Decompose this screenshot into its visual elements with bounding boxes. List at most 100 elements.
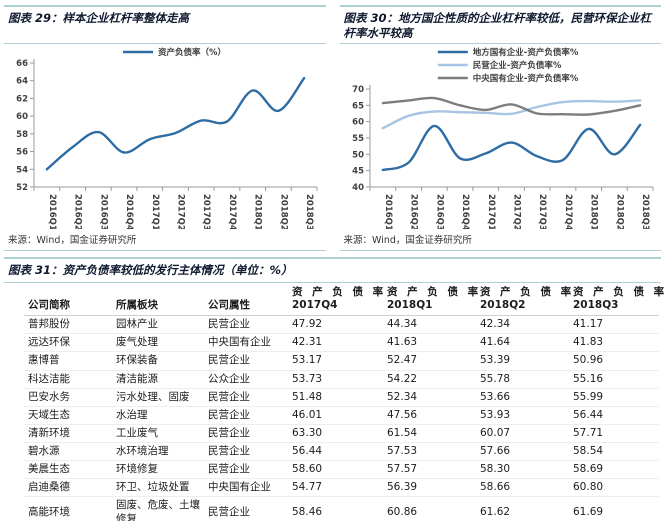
sector: 污水处理、固废 [112, 388, 204, 407]
figure-30-source: 来源：Wind，国金证券研究所 [343, 235, 472, 246]
ratio-2018q2: 53.39 [476, 351, 569, 371]
company-name: 碧水源 [24, 442, 112, 462]
ratio-2018q2: 41.64 [476, 333, 569, 353]
company-attribute: 民营企业 [204, 388, 288, 407]
ratio-2017q4: 47.92 [288, 315, 383, 335]
table-row: 清新环境 工业废气 民营企业 63.30 61.54 60.07 57.71 [24, 424, 659, 444]
figure-29-panel: 图表 29：样本企业杠杆率整体走高 52 54 56 58 60 62 64 66 2016Q1… [4, 5, 326, 251]
issuers-table-wrap: 公司简称 所属板块 公司属性 资 产 负 债 率 2017Q4 资 产 负 债 … [24, 283, 664, 521]
svg-text:2018Q2: 2018Q2 [278, 194, 288, 229]
company-attribute: 中央国有企业 [204, 478, 288, 498]
svg-text:2017Q4: 2017Q4 [227, 194, 237, 229]
sector: 水环境治理 [112, 442, 204, 462]
svg-text:民营企业-资产负债率%: 民营企业-资产负债率% [472, 60, 561, 71]
svg-text:2016Q3: 2016Q3 [434, 194, 444, 229]
figure-29-top-rule [4, 5, 326, 7]
figure-29-title-rule [4, 43, 326, 44]
figure-30-title: 图表 30：地方国企性质的企业杠杆率较低，民营环保企业杠杆率水平较高 [343, 11, 652, 40]
svg-text:2017Q1: 2017Q1 [485, 194, 495, 229]
company-attribute: 民营企业 [204, 406, 288, 425]
figure-30-top-rule [339, 5, 661, 7]
sector: 工业废气 [112, 424, 204, 444]
ratio-2018q3: 58.54 [569, 442, 659, 462]
svg-text:2018Q3: 2018Q3 [304, 194, 314, 229]
svg-text:52: 52 [16, 183, 28, 193]
ownership-leverage-line-chart: 40 45 50 55 60 65 70 2016Q1 2016Q2 2016Q3 2016Q4 20… [352, 47, 653, 229]
ratio-2017q4: 46.01 [288, 406, 383, 425]
svg-text:资产负债率（%）: 资产负债率（%） [158, 47, 226, 58]
top-figures-row: 图表 29：样本企业杠杆率整体走高 52 54 56 58 60 62 64 66 2016Q1… [0, 5, 665, 251]
company-name: 清新环境 [24, 424, 112, 444]
ratio-2018q1: 60.86 [387, 506, 418, 518]
figure-31-section: 图表 31：资产负债率较低的发行主体情况（单位：%） 公司简称 所属板块 公司属… [0, 251, 665, 521]
sector: 园林产业 [112, 315, 204, 335]
company-attribute: 中央国有企业 [204, 333, 288, 353]
company-name: 启迪桑德 [24, 478, 112, 498]
company-name: 远达环保 [24, 333, 112, 353]
ratio-2017q4: 54.77 [288, 478, 383, 498]
company-attribute: 民营企业 [204, 442, 288, 462]
svg-text:2018Q2: 2018Q2 [614, 194, 624, 229]
sector: 环卫、垃圾处置 [112, 478, 204, 498]
ratio-2018q2: 53.66 [476, 388, 569, 407]
ratio-2018q2: 53.93 [476, 406, 569, 425]
svg-text:2017Q4: 2017Q4 [562, 194, 572, 229]
svg-text:45: 45 [352, 167, 364, 177]
svg-text:64: 64 [16, 77, 28, 87]
company-attribute: 民营企业 [204, 460, 288, 480]
sector: 固废、危废、土壤修复 [116, 499, 200, 521]
company-name: 普邦股份 [24, 315, 112, 335]
ratio-2018q1: 47.56 [383, 406, 476, 425]
svg-text:2016Q2: 2016Q2 [73, 194, 83, 229]
header-company-name: 公司简称 [24, 283, 112, 317]
ratio-2018q2: 61.62 [480, 506, 511, 518]
figure-31-top-rule [4, 257, 661, 259]
ratio-2018q1: 57.53 [383, 442, 476, 462]
ratio-2018q1: 61.54 [383, 424, 476, 444]
company-name: 高能环境 [28, 506, 70, 518]
ratio-2018q1: 52.34 [383, 388, 476, 407]
table-header-row: 公司简称 所属板块 公司属性 资 产 负 债 率 2017Q4 资 产 负 债 … [24, 283, 664, 317]
figure-31-title: 图表 31：资产负债率较低的发行主体情况（单位：%） [8, 263, 293, 277]
ratio-2017q4: 53.73 [288, 370, 383, 389]
header-ratio-2018q3: 资 产 负 债 率 2018Q3 [569, 283, 664, 317]
ratio-2018q1: 44.34 [383, 315, 476, 335]
ratio-2017q4: 56.44 [288, 442, 383, 462]
table-row: 普邦股份 园林产业 民营企业 47.92 44.34 42.34 41.17 [24, 315, 659, 335]
svg-text:54: 54 [16, 165, 28, 175]
table-row: 美晨生态 环境修复 民营企业 58.60 57.57 58.30 58.69 [24, 460, 659, 480]
svg-text:62: 62 [16, 94, 28, 104]
header-ratio-2018q1: 资 产 负 债 率 2018Q1 [383, 283, 478, 317]
svg-text:2017Q2: 2017Q2 [511, 194, 521, 229]
svg-text:2018Q1: 2018Q1 [253, 194, 263, 229]
ratio-2018q2: 55.78 [476, 370, 569, 389]
ratio-2018q3: 41.17 [569, 315, 659, 335]
table-row: 惠博普 环保装备 民营企业 53.17 52.47 53.39 50.96 [24, 351, 659, 371]
ratio-2018q2: 42.34 [476, 315, 569, 335]
svg-text:60: 60 [352, 118, 364, 128]
svg-text:56: 56 [16, 148, 28, 158]
ratio-2018q3: 60.80 [569, 478, 659, 498]
ratio-2018q1: 54.22 [383, 370, 476, 389]
svg-text:70: 70 [352, 85, 364, 95]
sector: 清洁能源 [112, 370, 204, 389]
company-attribute: 民营企业 [204, 424, 288, 444]
company-attribute: 民营企业 [204, 315, 288, 335]
svg-text:2016Q2: 2016Q2 [408, 194, 418, 229]
figure-30-title-rule [339, 43, 661, 44]
svg-text:60: 60 [16, 112, 28, 122]
svg-text:58: 58 [16, 130, 28, 140]
table-row: 天域生态 水治理 民营企业 46.01 47.56 53.93 56.44 [24, 406, 659, 425]
table-row: 高能环境 固废、危废、土壤修复 民营企业 58.46 60.86 61.62 61.69 [24, 497, 659, 521]
ratio-2018q3: 50.96 [569, 351, 659, 371]
company-name: 科达洁能 [24, 370, 112, 389]
company-name: 美晨生态 [24, 460, 112, 480]
ratio-2018q1: 57.57 [383, 460, 476, 480]
ratio-2018q3: 61.69 [573, 506, 604, 518]
ratio-2018q3: 57.71 [569, 424, 659, 444]
ratio-2017q4: 53.17 [288, 351, 383, 371]
company-name: 天域生态 [24, 406, 112, 425]
ratio-2018q1: 41.63 [383, 333, 476, 353]
sector: 环保装备 [112, 351, 204, 371]
